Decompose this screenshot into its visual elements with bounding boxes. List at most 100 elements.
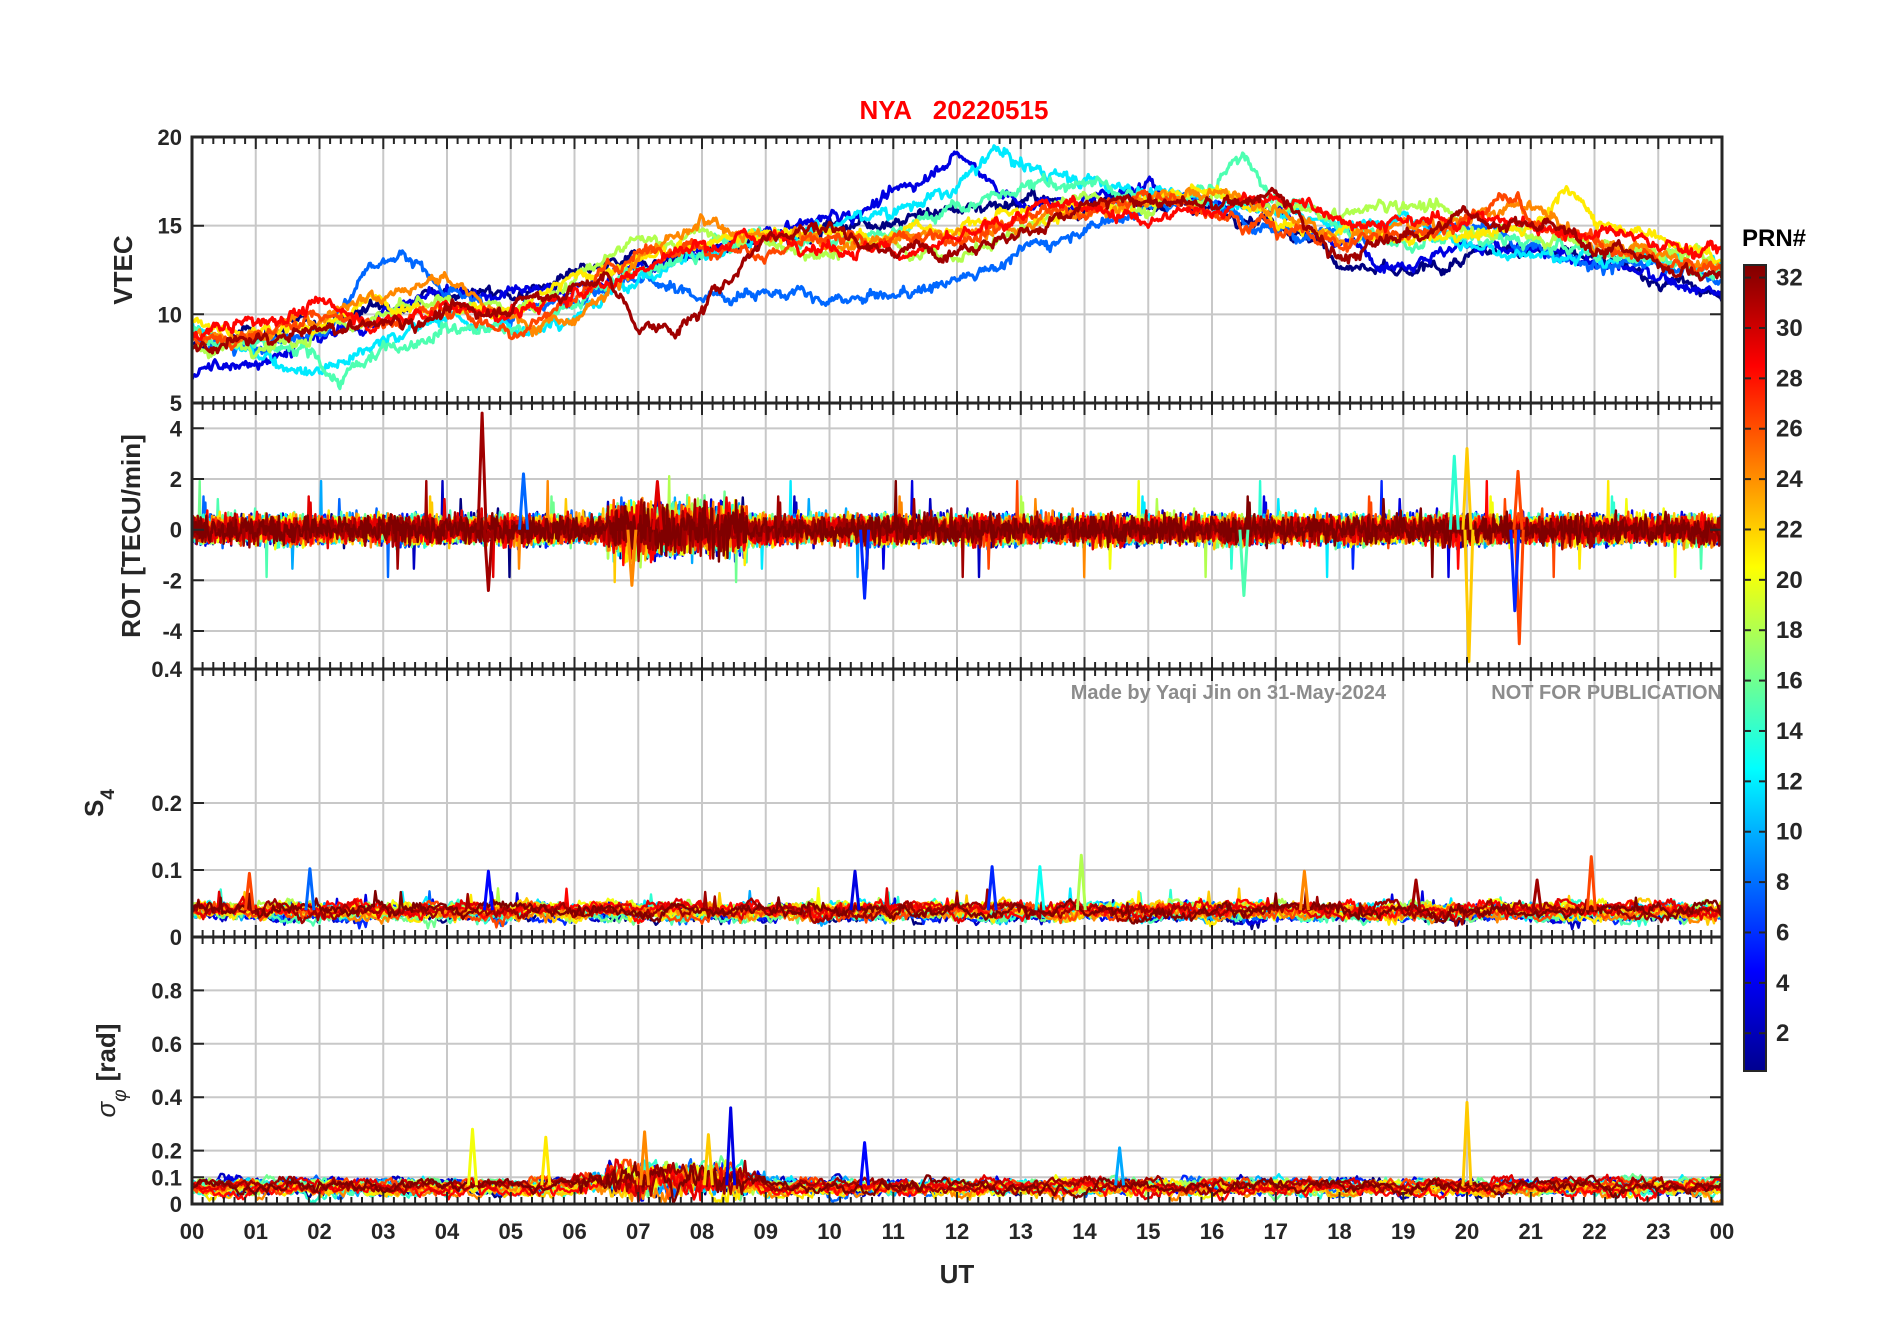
- s4-spike: [849, 869, 861, 911]
- x-tick-label: 11: [882, 1219, 905, 1244]
- colorbar-tick-label: 8: [1776, 869, 1789, 896]
- rot-spike: [1238, 529, 1250, 597]
- s4-spike: [1298, 869, 1310, 911]
- x-tick-label: 17: [1264, 1219, 1288, 1244]
- x-tick-label: 10: [817, 1219, 841, 1244]
- s4-spike: [1034, 865, 1046, 911]
- y-tick-label: -4: [162, 619, 182, 644]
- x-tick-label: 15: [1136, 1219, 1160, 1244]
- y-tick-label: -2: [162, 568, 182, 593]
- sigma_phi-spike: [467, 1127, 478, 1186]
- sigma_phi-spike: [639, 1130, 651, 1186]
- panel-sigma_phi: 00.10.20.40.60.8σφ[rad]σφ [rad]: [91, 935, 1724, 1217]
- chart-title: NYA 20220515: [860, 95, 1049, 125]
- sigma_phi-spike: [540, 1135, 552, 1186]
- y-tick-label: 0.1: [151, 858, 182, 883]
- x-tick-label: 04: [435, 1219, 460, 1244]
- x-tick-marks: [191, 403, 1723, 669]
- panel-rot-xticks: [191, 403, 1723, 669]
- sigma_phi-spike: [725, 1106, 737, 1186]
- x-tick-label: 07: [626, 1219, 650, 1244]
- colorbar-tick-label: 24: [1776, 466, 1803, 493]
- rot-spike: [482, 529, 494, 592]
- x-tick-label: 01: [244, 1219, 268, 1244]
- s4-spike: [243, 871, 255, 911]
- x-tick-label: 16: [1200, 1219, 1224, 1244]
- sigma_phi-spike: [1461, 1101, 1473, 1186]
- rot-spike: [1509, 529, 1521, 613]
- x-tick-label: 12: [945, 1219, 969, 1244]
- x-tick-labels: 00 01 02 03 04 05 06 07 08 09 10 11 12 13 14 15 16 17 18 19…: [180, 1219, 1734, 1244]
- rot-spike: [1461, 447, 1473, 530]
- y-tick-marks: [192, 989, 1722, 1205]
- colorbar-tick-label: 18: [1776, 617, 1803, 644]
- colorbar-tick-label: 2: [1776, 1020, 1789, 1047]
- x-tick-label: 22: [1582, 1219, 1606, 1244]
- x-tick-label: 18: [1327, 1219, 1351, 1244]
- rot-series-line: [192, 479, 1722, 579]
- colorbar-tick-label: 10: [1776, 819, 1803, 846]
- x-tick-label: 13: [1009, 1219, 1033, 1244]
- s4-spike: [1075, 853, 1087, 911]
- colorbar-title: PRN#: [1742, 225, 1806, 252]
- sigma_phi-series-line: [192, 1161, 1722, 1204]
- x-tick-label: 14: [1072, 1219, 1097, 1244]
- rot-spike: [626, 529, 638, 587]
- rot-spike: [1512, 469, 1524, 530]
- rot-spike: [859, 529, 871, 600]
- panel-vtec-xticks: [191, 136, 1723, 404]
- colorbar-tick-label: 26: [1776, 416, 1803, 443]
- rot-spike: [476, 411, 488, 530]
- y-tick-label: 4: [170, 416, 183, 441]
- colorbar-tick-label: 4: [1776, 970, 1790, 997]
- y-tick-marks: [192, 427, 1722, 632]
- x-tick-label: 23: [1646, 1219, 1670, 1244]
- colorbar-tick-label: 14: [1776, 718, 1803, 745]
- s4-spike: [1410, 878, 1422, 911]
- x-axis-label: UT: [940, 1259, 975, 1289]
- y-tick-label: 0.8: [151, 978, 182, 1003]
- sigma_phi-spike: [1114, 1146, 1126, 1186]
- y-tick-label: 0: [170, 1192, 182, 1217]
- panel-vtec-data: [192, 144, 1722, 391]
- s4-spike: [482, 869, 494, 911]
- x-tick-label: 02: [307, 1219, 331, 1244]
- colorbar-tick-label: 22: [1776, 516, 1803, 543]
- panel-s4-data: [192, 853, 1722, 931]
- colorbar-tick-label: 30: [1776, 315, 1803, 342]
- rot-spike: [1463, 529, 1475, 663]
- y-tick-label: 0.2: [151, 791, 182, 816]
- y-axis-label-sigma_phi: σφ[rad]: [91, 1024, 131, 1118]
- rot-spike: [651, 480, 663, 530]
- colorbar-tick-label: 6: [1776, 919, 1789, 946]
- vtec-series-line: [192, 189, 1722, 351]
- y-tick-label: 0.4: [151, 1085, 182, 1110]
- panel-sigma_phi-xticks: [191, 937, 1723, 1205]
- s4-spike: [1585, 855, 1597, 911]
- x-tick-label: 08: [690, 1219, 714, 1244]
- panel-rot-data: [192, 411, 1722, 663]
- x-tick-label: 19: [1391, 1219, 1415, 1244]
- rot-spike: [518, 472, 529, 530]
- colorbar-tick-label: 12: [1776, 768, 1803, 795]
- s4-spike: [1531, 878, 1543, 911]
- colorbar-tick-label: 16: [1776, 668, 1803, 695]
- x-tick-marks: [191, 937, 1723, 1204]
- watermark-not-for-publication: NOT FOR PUBLICATION: [1491, 682, 1722, 704]
- watermark-made-by: Made by Yaqi Jin on 31-May-2024: [1071, 682, 1387, 704]
- x-tick-label: 09: [754, 1219, 778, 1244]
- y-tick-label: 15: [158, 214, 182, 239]
- y-tick-label: 0: [170, 518, 182, 543]
- s4-series-line: [192, 889, 1722, 925]
- x-tick-marks: [191, 137, 1723, 403]
- x-tick-marks: [191, 669, 1723, 937]
- x-tick-label: 06: [562, 1219, 586, 1244]
- x-tick-label: 00: [1710, 1219, 1734, 1244]
- y-tick-label: 0: [170, 925, 182, 950]
- x-tick-label: 00: [180, 1219, 204, 1244]
- colorbar-tick-label: 28: [1776, 365, 1803, 392]
- y-tick-label: 10: [158, 302, 182, 327]
- y-tick-label: 0.2: [151, 1139, 182, 1164]
